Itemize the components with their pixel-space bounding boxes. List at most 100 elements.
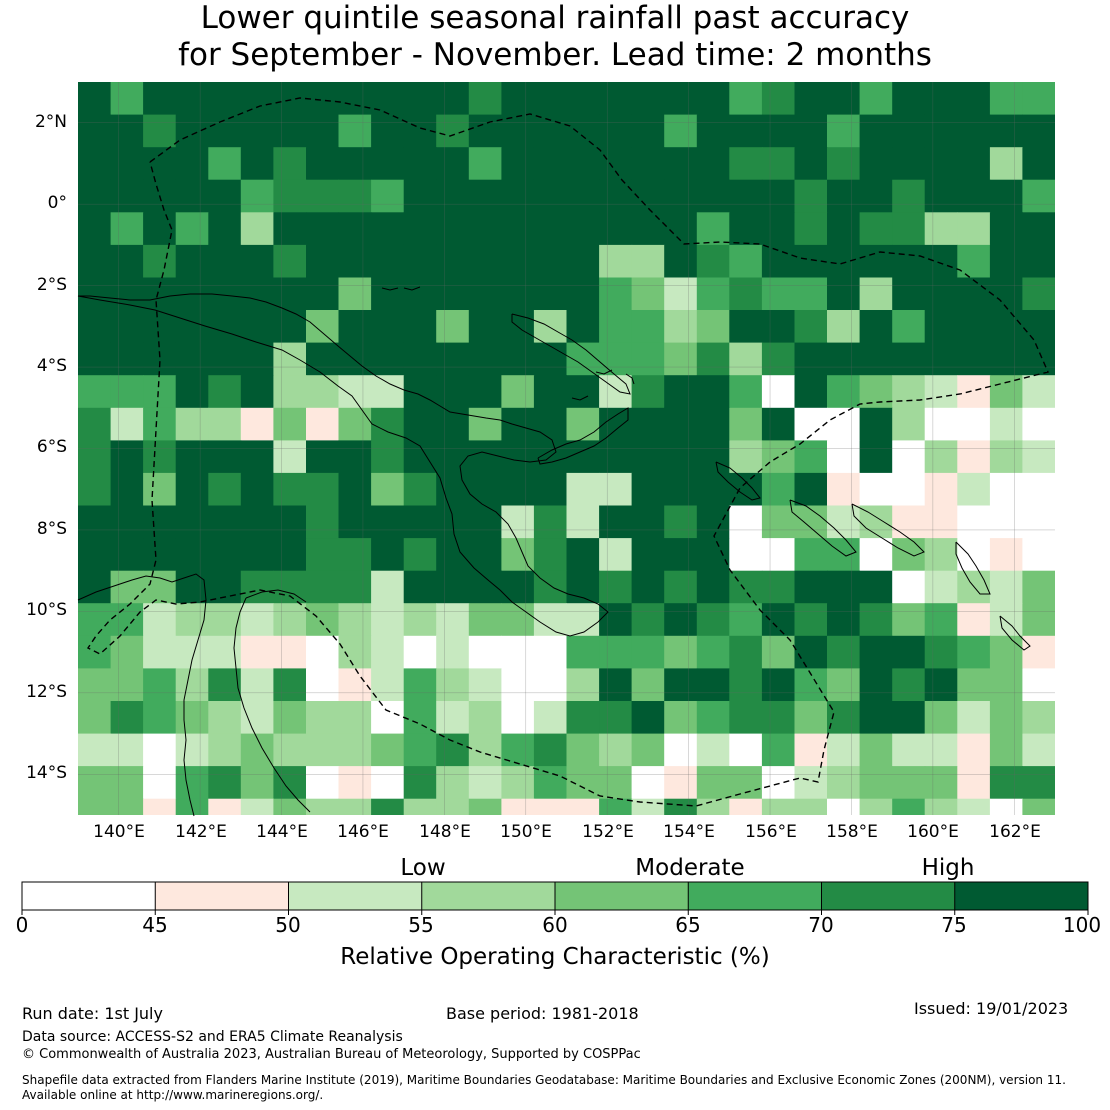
grid-cell [664, 407, 698, 441]
grid-cell [208, 310, 242, 344]
grid-cell [273, 277, 307, 311]
grid-cell [664, 114, 698, 148]
colorbar-swatch [954, 882, 1089, 910]
grid-cell [273, 342, 307, 376]
grid-cell [208, 440, 242, 474]
grid-cell [240, 407, 274, 441]
grid-cell [892, 277, 926, 311]
grid-cell [827, 342, 861, 376]
maritime-boundaries [86, 97, 1049, 807]
grid-cell [306, 505, 340, 539]
grid-cell [175, 212, 209, 246]
grid-cell [175, 505, 209, 539]
grid-cell [240, 147, 274, 181]
grid-cell [729, 538, 763, 572]
grid-cell [468, 82, 502, 116]
grid-cell [208, 635, 242, 669]
grid-cell [338, 277, 372, 311]
grid-cell [924, 668, 958, 702]
grid-cell [403, 277, 437, 311]
grid-cell [989, 277, 1023, 311]
lon-label: 154°E [663, 822, 715, 842]
grid-cell [403, 701, 437, 735]
grid-cell [761, 375, 795, 409]
grid-cell [533, 212, 567, 246]
grid-cell [924, 635, 958, 669]
grid-cell [468, 310, 502, 344]
grid-cell [371, 603, 405, 637]
coastline-new-britain [537, 407, 629, 465]
grid-cell [403, 342, 437, 376]
grid-cell [599, 407, 633, 441]
grid-cell [175, 472, 209, 506]
grid-cell [664, 375, 698, 409]
grid-cell [696, 212, 730, 246]
grid-cell [566, 244, 600, 278]
grid-cell [208, 701, 242, 735]
grid-cell [175, 147, 209, 181]
grid-cell [273, 375, 307, 409]
grid-cell [533, 342, 567, 376]
grid-cell [631, 244, 665, 278]
grid-cell [371, 82, 405, 116]
grid-cell [273, 440, 307, 474]
grid-cell [859, 147, 893, 181]
grid-cell [957, 244, 991, 278]
lat-label: 2°N [34, 112, 67, 132]
grid-cell [957, 635, 991, 669]
grid-cell [501, 472, 535, 506]
grid-cell [566, 310, 600, 344]
grid-cell [892, 114, 926, 148]
grid-cell [761, 407, 795, 441]
grid-cell [599, 310, 633, 344]
grid-cell [306, 668, 340, 702]
grid-cell [501, 570, 535, 604]
grid-cell [761, 472, 795, 506]
grid-cell [859, 668, 893, 702]
grid-cell [501, 635, 535, 669]
grid-cell [989, 766, 1023, 800]
grid-cell [696, 701, 730, 735]
grid-cell [827, 570, 861, 604]
grid-cell [403, 440, 437, 474]
grid-cell [468, 277, 502, 311]
grid-cell [859, 733, 893, 767]
grid-cell [696, 472, 730, 506]
grid-cell [175, 342, 209, 376]
grid-cell [371, 733, 405, 767]
grid-cell [468, 179, 502, 213]
grid-cell [761, 147, 795, 181]
grid-cell [501, 244, 535, 278]
grid-cell [957, 538, 991, 572]
grid-cell [827, 668, 861, 702]
grid-cell [827, 603, 861, 637]
grid-cell [78, 570, 112, 604]
grid-cell [338, 472, 372, 506]
grid-cell [729, 212, 763, 246]
grid-cell [696, 635, 730, 669]
map-gridlines [78, 82, 1055, 815]
grid-cell [566, 82, 600, 116]
colorbar-swatches [22, 882, 1089, 910]
grid-cell [533, 147, 567, 181]
grid-cell [696, 244, 730, 278]
grid-cell [957, 310, 991, 344]
grid-cell [794, 375, 828, 409]
grid-cell [859, 635, 893, 669]
grid-cell [599, 342, 633, 376]
grid-cell [566, 505, 600, 539]
grid-cell [1022, 244, 1055, 278]
lat-label: 14°S [26, 763, 67, 783]
grid-cell [827, 733, 861, 767]
grid-cell [1022, 179, 1055, 213]
grid-cell [957, 375, 991, 409]
grid-cell [794, 538, 828, 572]
grid-cell [306, 472, 340, 506]
grid-cell [78, 310, 112, 344]
grid-cell [631, 733, 665, 767]
grid-cell [924, 570, 958, 604]
grid-cell [892, 212, 926, 246]
grid-cell [110, 179, 144, 213]
grid-cell [436, 375, 470, 409]
grid-cell [664, 179, 698, 213]
